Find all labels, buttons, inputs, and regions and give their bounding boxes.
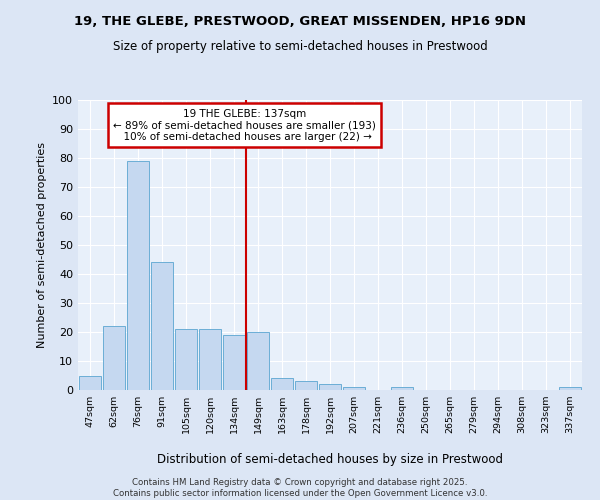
Bar [175,329,197,390]
Bar [391,387,413,390]
Bar [223,335,245,390]
Bar [127,161,149,390]
Bar [343,387,365,390]
Bar [559,387,581,390]
Bar [247,332,269,390]
Bar [79,376,101,390]
Text: Contains HM Land Registry data © Crown copyright and database right 2025.
Contai: Contains HM Land Registry data © Crown c… [113,478,487,498]
Bar [319,384,341,390]
Text: Size of property relative to semi-detached houses in Prestwood: Size of property relative to semi-detach… [113,40,487,53]
Bar [199,329,221,390]
Y-axis label: Number of semi-detached properties: Number of semi-detached properties [37,142,47,348]
Bar [103,326,125,390]
Text: 19 THE GLEBE: 137sqm
← 89% of semi-detached houses are smaller (193)
  10% of se: 19 THE GLEBE: 137sqm ← 89% of semi-detac… [113,108,376,142]
Bar [151,262,173,390]
Bar [295,382,317,390]
Bar [271,378,293,390]
Text: 19, THE GLEBE, PRESTWOOD, GREAT MISSENDEN, HP16 9DN: 19, THE GLEBE, PRESTWOOD, GREAT MISSENDE… [74,15,526,28]
Text: Distribution of semi-detached houses by size in Prestwood: Distribution of semi-detached houses by … [157,452,503,466]
